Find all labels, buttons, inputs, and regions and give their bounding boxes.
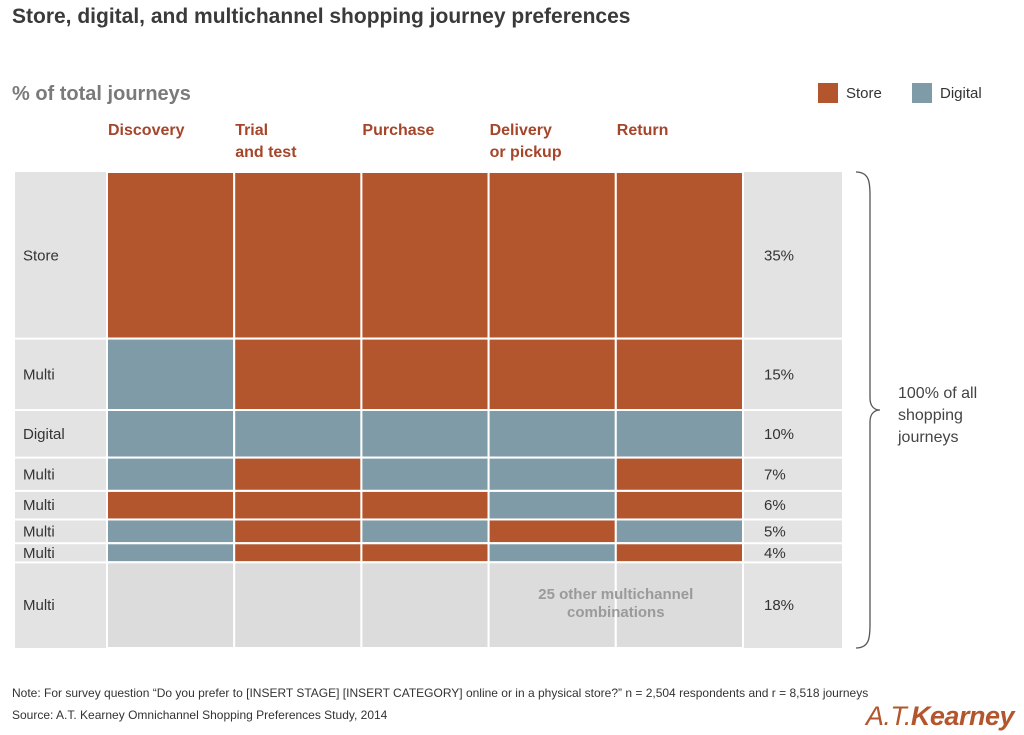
- legend-swatch-digital: [912, 83, 932, 103]
- cell-row7-col5: [614, 542, 744, 564]
- brace-label: shopping: [898, 407, 963, 424]
- legend-item-digital: Digital: [912, 83, 982, 103]
- stage-header-4: or pickup: [490, 144, 562, 161]
- stage-header-3: Purchase: [362, 122, 434, 139]
- row-label-6: Multi: [23, 523, 55, 540]
- brace: [855, 171, 881, 649]
- cell-row6-col3: [360, 518, 490, 545]
- cell-row1-col5: [614, 171, 744, 340]
- cell-row4-col3: [360, 456, 490, 492]
- row-label-1: Store: [23, 247, 59, 264]
- source-line: Source: A.T. Kearney Omnichannel Shoppin…: [12, 708, 388, 722]
- other-combinations-label: combinations: [567, 604, 665, 621]
- cell-row6-col1: [106, 518, 236, 545]
- cell-row4-col2: [233, 456, 363, 492]
- brace-label: 100% of all: [898, 385, 977, 402]
- cell-row8-col5: [614, 561, 744, 650]
- cell-row2-col3: [360, 337, 490, 412]
- row-percent-5: 6%: [764, 497, 786, 514]
- stage-header-2: and test: [235, 144, 297, 161]
- cell-row5-col2: [233, 489, 363, 521]
- stage-header-1: Discovery: [108, 122, 185, 139]
- other-combinations-label: 25 other multichannel: [538, 586, 693, 603]
- cell-row8-col4: [487, 561, 617, 650]
- cell-row2-col4: [487, 337, 617, 412]
- cell-row7-col2: [233, 542, 363, 564]
- stage-header-4: Delivery: [490, 122, 552, 139]
- cell-row1-col2: [233, 171, 363, 340]
- row-label-2: Multi: [23, 366, 55, 383]
- cell-row5-col4: [487, 489, 617, 521]
- row-percent-2: 15%: [764, 366, 794, 383]
- cell-row1-col4: [487, 171, 617, 340]
- cell-row3-col3: [360, 409, 490, 459]
- cell-row3-col2: [233, 409, 363, 459]
- row-label-8: Multi: [23, 597, 55, 614]
- cell-row1-col1: [106, 171, 236, 340]
- cell-row5-col1: [106, 489, 236, 521]
- cell-row7-col3: [360, 542, 490, 564]
- cell-row7-col1: [106, 542, 236, 564]
- brace-label: journeys: [897, 429, 958, 446]
- y-axis-label: % of total journeys: [12, 83, 191, 105]
- cell-row8-col2: [233, 561, 363, 650]
- cell-row6-col4: [487, 518, 617, 545]
- row-label-3: Digital: [23, 426, 65, 443]
- row-percent-1: 35%: [764, 247, 794, 264]
- legend-item-store: Store: [818, 83, 882, 103]
- cell-row3-col5: [614, 409, 744, 459]
- cell-row4-col1: [106, 456, 236, 492]
- row-percent-7: 4%: [764, 545, 786, 562]
- row-percent-8: 18%: [764, 597, 794, 614]
- cell-row6-col2: [233, 518, 363, 545]
- row-percent-6: 5%: [764, 523, 786, 540]
- cell-row8-col3: [360, 561, 490, 650]
- cell-row7-col4: [487, 542, 617, 564]
- legend-swatch-store: [818, 83, 838, 103]
- legend-label-store: Store: [846, 84, 882, 102]
- cell-row5-col3: [360, 489, 490, 521]
- cell-row3-col1: [106, 409, 236, 459]
- cell-row2-col5: [614, 337, 744, 412]
- brand-logo: A.T.Kearney: [865, 701, 1015, 731]
- stage-header-5: Return: [617, 122, 669, 139]
- cell-row1-col3: [360, 171, 490, 340]
- stage-header-2: Trial: [235, 122, 268, 139]
- row-percent-4: 7%: [764, 466, 786, 483]
- row-label-4: Multi: [23, 466, 55, 483]
- cell-row5-col5: [614, 489, 744, 521]
- row-label-7: Multi: [23, 545, 55, 562]
- cell-row8-col1: [106, 561, 236, 650]
- footnote: Note: For survey question “Do you prefer…: [12, 686, 869, 700]
- cell-row3-col4: [487, 409, 617, 459]
- cell-row2-col1: [106, 337, 236, 412]
- chart-title: Store, digital, and multichannel shoppin…: [12, 5, 631, 28]
- row-label-5: Multi: [23, 497, 55, 514]
- cell-row2-col2: [233, 337, 363, 412]
- cell-row4-col4: [487, 456, 617, 492]
- cell-row6-col5: [614, 518, 744, 545]
- row-percent-3: 10%: [764, 426, 794, 443]
- legend-label-digital: Digital: [940, 84, 982, 102]
- cell-row4-col5: [614, 456, 744, 492]
